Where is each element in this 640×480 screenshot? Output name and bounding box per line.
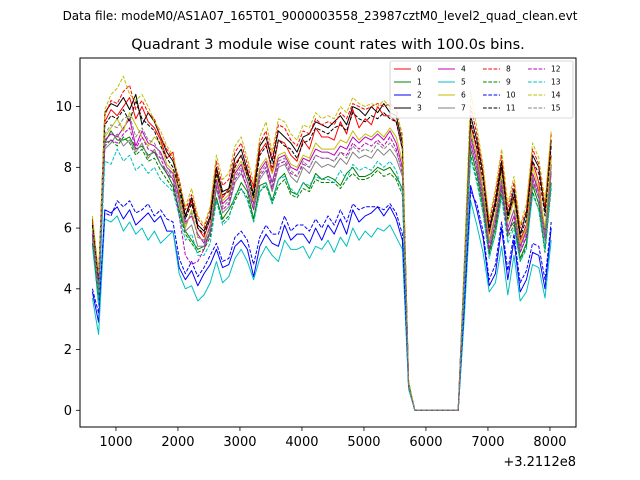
x-tick-label: 4000 bbox=[285, 435, 318, 450]
legend-label-12: 12 bbox=[551, 65, 561, 74]
x-tick-label: 1000 bbox=[99, 435, 132, 450]
x-axis: 1000 2000 3000 4000 5000 6000 7000 8000 bbox=[99, 427, 567, 450]
legend-label-14: 14 bbox=[551, 91, 561, 100]
x-offset-label: +3.2112e8 bbox=[503, 455, 576, 470]
y-tick-label: 4 bbox=[64, 282, 72, 297]
y-tick-label: 8 bbox=[64, 161, 72, 176]
chart-title: Quadrant 3 module wise count rates with … bbox=[131, 37, 525, 53]
series-line-13 bbox=[91, 148, 552, 411]
figure-suptitle: Data file: modeM0/AS1A07_165T01_90000035… bbox=[63, 9, 578, 23]
legend-label-6: 6 bbox=[461, 91, 466, 100]
series-line-5 bbox=[91, 200, 552, 411]
y-tick-label: 10 bbox=[55, 100, 72, 115]
series-line-14 bbox=[91, 75, 552, 411]
series-line-8 bbox=[91, 84, 552, 411]
legend-label-8: 8 bbox=[506, 65, 511, 74]
x-tick-label: 8000 bbox=[533, 435, 566, 450]
y-tick-label: 0 bbox=[64, 404, 72, 419]
x-tick-label: 6000 bbox=[409, 435, 442, 450]
legend-label-13: 13 bbox=[551, 78, 561, 87]
series-line-2 bbox=[91, 185, 552, 411]
y-tick-label: 2 bbox=[64, 343, 72, 358]
legend-label-7: 7 bbox=[461, 104, 466, 113]
series-line-0 bbox=[91, 96, 552, 411]
y-tick-label: 6 bbox=[64, 222, 72, 237]
legend-label-3: 3 bbox=[417, 104, 422, 113]
legend-frame bbox=[389, 60, 574, 119]
legend-label-9: 9 bbox=[506, 78, 511, 87]
legend-label-2: 2 bbox=[417, 91, 422, 100]
series-line-11 bbox=[91, 100, 552, 411]
y-axis: 0 2 4 6 8 10 bbox=[55, 100, 80, 419]
plot-area bbox=[91, 75, 552, 411]
legend-label-11: 11 bbox=[506, 104, 516, 113]
legend-label-4: 4 bbox=[461, 65, 466, 74]
x-tick-label: 7000 bbox=[471, 435, 504, 450]
legend-label-1: 1 bbox=[417, 78, 422, 87]
axes-frame bbox=[79, 57, 577, 428]
legend-label-5: 5 bbox=[461, 78, 466, 87]
series-layer bbox=[91, 75, 552, 411]
x-tick-label: 2000 bbox=[161, 435, 194, 450]
series-line-15 bbox=[91, 115, 552, 411]
legend-label-10: 10 bbox=[506, 91, 516, 100]
series-line-6 bbox=[91, 112, 552, 411]
series-line-9 bbox=[91, 136, 552, 411]
legend-label-0: 0 bbox=[417, 65, 422, 74]
series-line-10 bbox=[91, 191, 552, 411]
series-line-4 bbox=[91, 118, 552, 411]
x-tick-label: 3000 bbox=[223, 435, 256, 450]
legend-label-15: 15 bbox=[551, 104, 561, 113]
x-tick-label: 5000 bbox=[347, 435, 380, 450]
